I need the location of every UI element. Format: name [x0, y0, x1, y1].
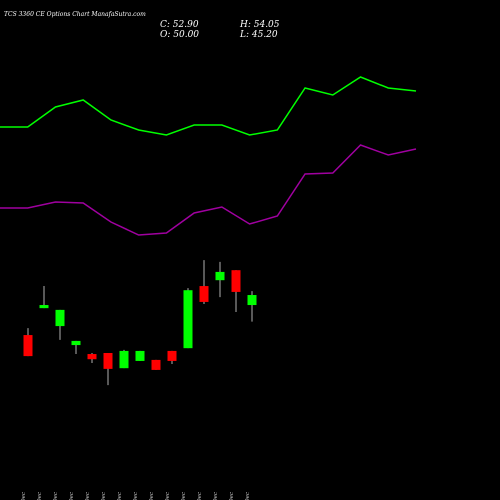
candle-body: [87, 354, 97, 360]
ohlc-label: L: 45.20: [239, 30, 278, 40]
candle-body: [231, 270, 241, 292]
x-tick-label: 16 Dec: [149, 492, 155, 500]
x-tick-label: 19 Dec: [197, 492, 203, 500]
x-tick-label: 11 Dec: [101, 492, 107, 500]
candle-body: [199, 286, 209, 302]
line-series: [0, 144, 417, 236]
candle-body: [39, 305, 49, 309]
candle-body: [151, 359, 161, 370]
x-tick-label: 03 Dec: [21, 492, 27, 500]
candle-body: [23, 335, 33, 357]
line-series: [0, 76, 417, 136]
candle-body: [247, 295, 257, 306]
x-tick-label: 09 Dec: [69, 492, 75, 500]
candle-body: [71, 340, 81, 346]
chart-title: TCS 3360 CE Options Chart ManafaSutra.co…: [4, 11, 146, 18]
candle-body: [119, 350, 129, 369]
x-tick-label: 04 Dec: [37, 492, 43, 500]
x-tick-label: 23 Dec: [229, 492, 235, 500]
ohlc-label: H: 54.05: [239, 20, 280, 30]
x-tick-label: 13 Dec: [133, 492, 139, 500]
candle-body: [135, 350, 145, 361]
x-tick-label: 18 Dec: [181, 492, 187, 500]
ohlc-label: O: 50.00: [160, 30, 199, 40]
x-tick-label: 10 Dec: [85, 492, 91, 500]
x-tick-label: 20 Dec: [213, 492, 219, 500]
candle-body: [55, 309, 65, 327]
x-tick-label: 12 Dec: [117, 492, 123, 500]
ohlc-label: C: 52.90: [160, 20, 199, 30]
x-tick-label: 17 Dec: [165, 492, 171, 500]
candle-body: [215, 271, 225, 281]
candle-body: [167, 350, 177, 361]
x-tick-label: 24 Dec: [245, 492, 251, 500]
x-tick-label: 06 Dec: [53, 492, 59, 500]
candle-body: [183, 290, 193, 349]
candle-body: [103, 353, 113, 369]
